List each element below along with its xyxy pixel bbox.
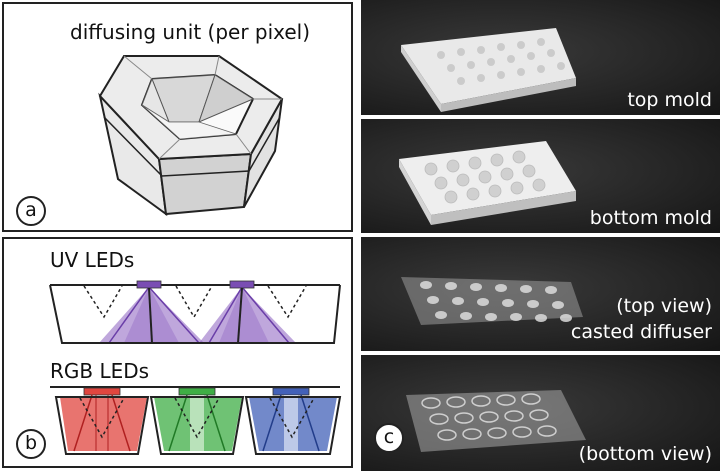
hexagonal-diffusing-unit-illustration <box>98 55 284 217</box>
panel-b: UV LEDs RGB LEDs <box>2 237 353 468</box>
uv-diffuser-row <box>49 280 341 344</box>
divider <box>361 351 720 355</box>
bottom-mold-object <box>399 141 576 225</box>
rgb-leds-title: RGB LEDs <box>50 359 150 383</box>
panel-c-photos: top mold bottom mold (top view) casted d… <box>361 0 720 471</box>
top-mold-object <box>401 28 576 112</box>
casted-diffuser-bottom-object <box>406 390 586 452</box>
divider <box>361 115 720 119</box>
caption-bottom-mold: bottom mold <box>589 207 712 229</box>
led-diffuser-diagram <box>49 280 342 455</box>
caption-top-view: (top view) <box>616 295 712 317</box>
uv-leds-title: UV LEDs <box>50 248 135 272</box>
panel-a-label: a <box>16 196 46 226</box>
caption-bottom-view: (bottom view) <box>578 443 712 465</box>
divider <box>361 233 720 237</box>
panel-c-label: c <box>374 423 404 453</box>
panel-a-title: diffusing unit (per pixel) <box>70 20 311 44</box>
panel-a: diffusing unit (per pixel) a <box>2 2 353 232</box>
photo-top-mold: top mold <box>361 0 720 115</box>
photo-casted-diffuser-top: (top view) casted diffuser <box>361 237 720 351</box>
photo-bottom-mold: bottom mold <box>361 119 720 233</box>
photo-casted-diffuser-bottom: c (bottom view) <box>361 355 720 471</box>
casted-diffuser-top-object <box>401 277 583 325</box>
caption-top-mold: top mold <box>627 89 712 111</box>
panel-b-label: b <box>16 429 46 459</box>
caption-casted-diffuser: casted diffuser <box>570 321 712 343</box>
rgb-diffuser-row <box>50 386 342 455</box>
